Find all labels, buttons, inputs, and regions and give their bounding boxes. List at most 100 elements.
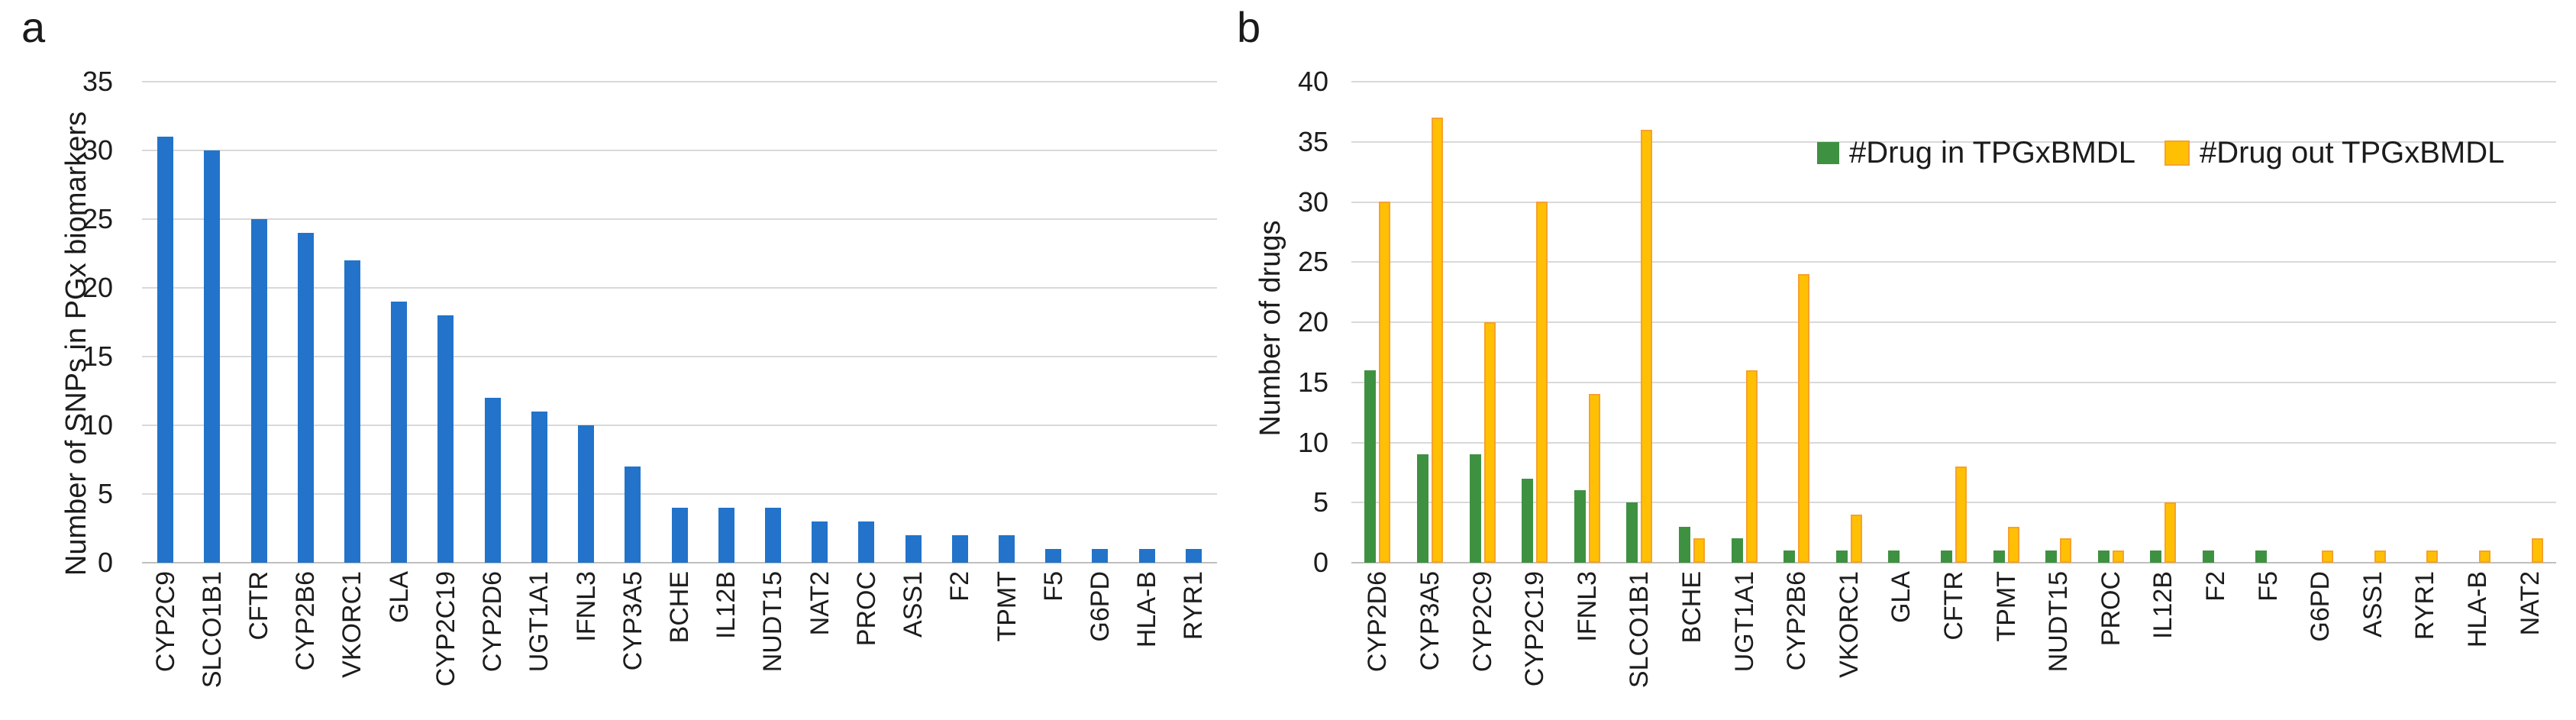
x-category-label: F2 [2201, 571, 2231, 602]
gridline [1351, 201, 2556, 203]
gridline [1351, 381, 2556, 383]
bar-in [1522, 479, 1534, 563]
bar-in [1784, 550, 1796, 563]
x-category-label: GLA [384, 571, 414, 624]
y-tick-label: 35 [82, 66, 113, 97]
x-category-label: F2 [945, 571, 974, 602]
gridline [1351, 81, 2556, 82]
gridline [142, 425, 1217, 426]
bar-out [2479, 550, 2491, 563]
x-category-label: NUDT15 [2044, 571, 2074, 673]
x-category-label: IFNL3 [571, 571, 601, 642]
x-category-label-text: CFTR [1939, 571, 1968, 641]
x-category-label-text: GLA [384, 571, 414, 624]
bar [437, 315, 454, 563]
bar [250, 219, 267, 563]
gridline [142, 493, 1217, 495]
x-category-label-text: NAT2 [805, 571, 834, 636]
legend-swatch-green [1817, 141, 1839, 164]
bar [1185, 549, 1202, 563]
bar [951, 535, 968, 563]
y-tick-label: 35 [1297, 125, 1328, 157]
x-category-label-text: VKORC1 [1834, 571, 1864, 678]
x-category-label-text: NUDT15 [2044, 571, 2074, 673]
y-tick-label: 20 [1297, 306, 1328, 337]
x-category-label-text: CYP3A5 [618, 571, 647, 671]
bar-out [1641, 130, 1653, 563]
x-category-label-text: PROC [2096, 571, 2126, 647]
x-category-label: G6PD [1085, 571, 1115, 642]
bar-in [1574, 490, 1586, 563]
x-category-label: UGT1A1 [525, 571, 554, 673]
x-category-label-text: CYP2B6 [291, 571, 321, 671]
x-category-label: CYP3A5 [618, 571, 647, 671]
x-category-label-text: G6PD [2306, 571, 2336, 642]
bar [764, 508, 781, 563]
x-category-label-text: CYP2C9 [150, 571, 180, 673]
bar-in [1416, 454, 1428, 563]
y-tick-label: 5 [97, 478, 113, 509]
x-category-label-text: IFNL3 [1572, 571, 1602, 642]
bar-in [2255, 550, 2267, 563]
y-tick-label: 5 [1312, 486, 1328, 518]
bar [1092, 549, 1109, 563]
x-category-label: VKORC1 [337, 571, 367, 678]
bar-out [2060, 538, 2072, 563]
x-category-label-text: BCHE [665, 571, 694, 644]
bar-out [1379, 202, 1391, 563]
gridline [142, 150, 1217, 151]
gridline [1351, 441, 2556, 444]
bar [297, 233, 314, 563]
bar [625, 467, 641, 563]
y-tick-label: 0 [97, 547, 113, 578]
bar [391, 302, 408, 563]
x-category-label-text: VKORC1 [337, 571, 367, 678]
bar [671, 508, 688, 563]
bar [812, 521, 828, 563]
x-category-label: NUDT15 [758, 571, 787, 672]
x-category-label: RYR1 [1179, 571, 1208, 640]
bar-out [2531, 538, 2543, 563]
x-category-label: UGT1A1 [1730, 571, 1759, 672]
x-category-label-text: G6PD [1085, 571, 1115, 642]
x-category-label: F5 [1039, 571, 1068, 602]
bar-out [1850, 515, 1862, 563]
x-category-label-text: IFNL3 [571, 571, 601, 642]
x-category-label: CYP2C9 [1468, 571, 1497, 672]
bar-in [1941, 550, 1952, 563]
x-category-label-text: PROC [851, 571, 881, 647]
x-category-label-text: GLA [1887, 571, 1916, 624]
x-category-label-text: UGT1A1 [525, 571, 554, 673]
x-category-label: CFTR [244, 571, 273, 641]
bar [1045, 549, 1062, 563]
x-category-label-text: F5 [2253, 571, 2283, 602]
panel-label-a: a [21, 3, 46, 51]
x-category-label-text: ASS1 [899, 571, 928, 638]
bar [718, 508, 734, 563]
y-tick-label: 25 [1297, 246, 1328, 278]
x-category-label: IFNL3 [1572, 571, 1602, 642]
x-category-label: CYP2C9 [150, 571, 180, 673]
x-category-label: GLA [1887, 571, 1916, 624]
x-axis-line [1351, 562, 2556, 563]
x-category-label-text: HLA-B [2463, 571, 2493, 648]
bar [858, 521, 875, 563]
x-category-label-text: HLA-B [1132, 571, 1162, 648]
bar-in [1469, 454, 1481, 563]
x-category-label-text: CYP3A5 [1415, 571, 1445, 671]
legend-label: #Drug in TPGxBMDL [1849, 136, 2135, 170]
x-category-label-text: F2 [2201, 571, 2231, 602]
x-category-label: IL12B [2148, 571, 2177, 639]
bar-in [2203, 550, 2215, 563]
bar-out [2426, 550, 2439, 563]
bar-out [2374, 550, 2386, 563]
y-tick-label: 15 [1297, 366, 1328, 398]
x-category-label: NAT2 [805, 571, 834, 636]
x-category-label: HLA-B [1132, 571, 1162, 648]
bar [1138, 549, 1155, 563]
bar-in [1731, 538, 1743, 563]
x-category-label: CYP2C19 [431, 571, 460, 686]
bar-out [1536, 202, 1548, 563]
x-category-label-text: CYP2D6 [478, 571, 508, 673]
y-tick-label: 40 [1297, 66, 1328, 97]
